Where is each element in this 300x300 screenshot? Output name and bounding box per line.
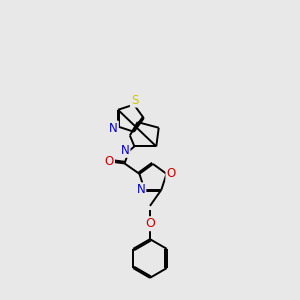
Text: O: O — [105, 155, 114, 168]
Text: N: N — [121, 144, 130, 157]
Text: O: O — [167, 167, 176, 180]
Text: N: N — [136, 183, 146, 196]
Text: O: O — [145, 217, 155, 230]
Text: S: S — [131, 94, 138, 107]
Text: N: N — [109, 122, 118, 135]
